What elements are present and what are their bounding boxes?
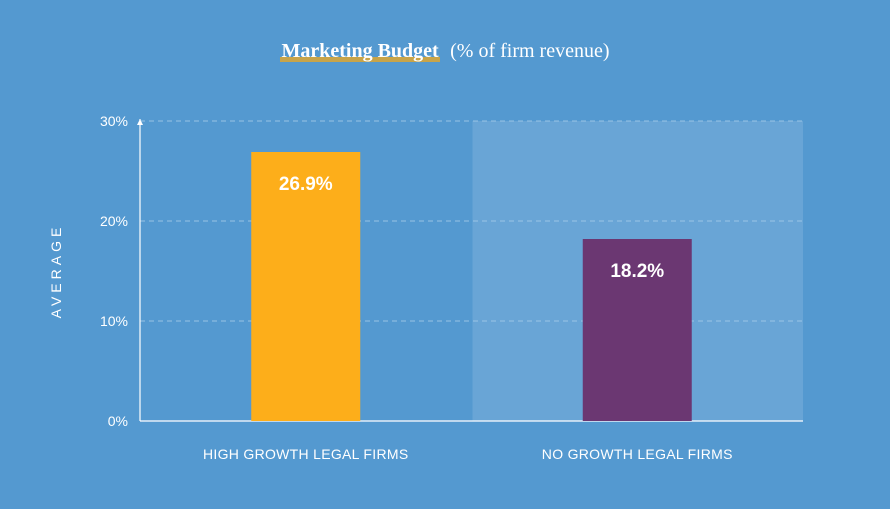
chart-title-sub: (% of firm revenue) — [450, 40, 610, 62]
bar-value-label-2: 18.2% — [610, 261, 664, 282]
x-category-label-1: HIGH GROWTH LEGAL FIRMS — [203, 446, 409, 462]
bar-2 — [582, 239, 692, 421]
y-axis-title: AVERAGE — [48, 224, 64, 319]
y-axis-arrow — [137, 119, 143, 125]
y-tick-label-0: 0% — [108, 413, 128, 429]
chart-title: Marketing Budget (% of firm revenue) — [0, 40, 890, 63]
chart-title-main: Marketing Budget — [280, 40, 440, 63]
y-tick-label-30: 30% — [100, 113, 128, 129]
y-tick-label-20: 20% — [100, 213, 128, 229]
chart-title-main-text: Marketing Budget — [281, 40, 439, 62]
x-category-label-2: NO GROWTH LEGAL FIRMS — [542, 446, 733, 462]
y-tick-label-10: 10% — [100, 313, 128, 329]
bar-1 — [251, 152, 361, 421]
bar-value-label-1: 26.9% — [279, 174, 333, 195]
